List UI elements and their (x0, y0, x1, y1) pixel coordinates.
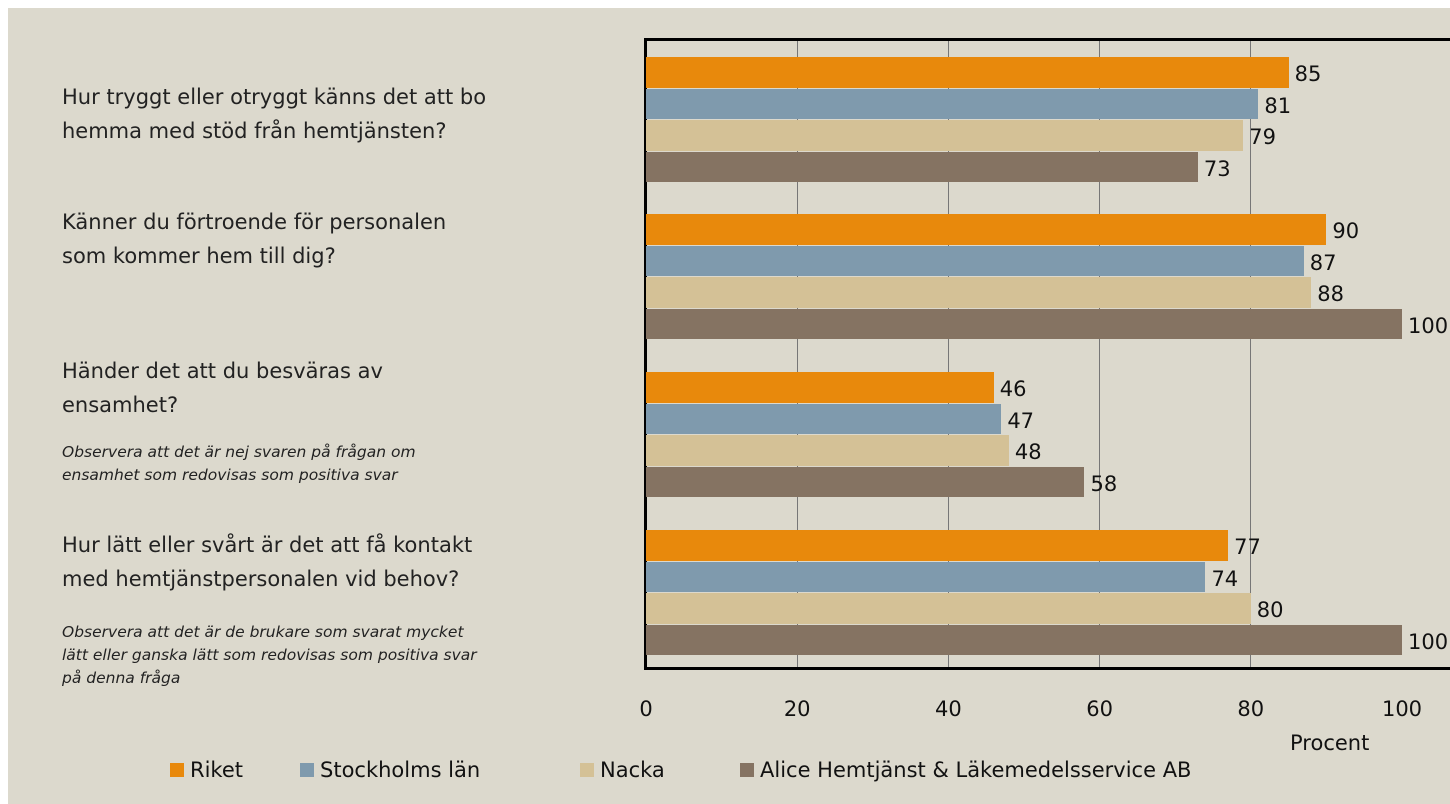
bar (646, 435, 1009, 466)
legend-swatch (170, 763, 184, 777)
legend-item: Nacka (580, 758, 665, 782)
value-label: 46 (999, 377, 1027, 402)
value-label: 80 (1256, 598, 1284, 623)
annotation: Observera att det är de brukare som svar… (62, 623, 477, 687)
legend-item: Riket (170, 758, 243, 782)
bar (646, 245, 1304, 277)
value-label: 88 (1317, 282, 1344, 307)
value-label: 90 (1332, 219, 1360, 244)
grid-line (1250, 40, 1252, 668)
value-label: 73 (1203, 157, 1231, 182)
legend-label: Riket (190, 758, 243, 782)
value-label: 100 (1408, 314, 1449, 339)
bar (646, 372, 994, 403)
bar (646, 593, 1251, 624)
grid-line (947, 40, 949, 668)
bar (646, 120, 1244, 151)
legend-label: Stockholms län (320, 758, 481, 782)
bar (646, 308, 1402, 340)
bar (646, 403, 1002, 435)
value-label: 58 (1090, 472, 1118, 497)
legend-item: Alice Hemtjänst & Läkemedelsservice AB (740, 758, 1191, 782)
x-tick-label: 80 (1237, 697, 1265, 721)
category-label: Händer det att du besväras av ensamhet? (62, 359, 383, 417)
category-label: Hur lätt eller svårt är det att få konta… (62, 533, 473, 591)
value-label: 74 (1211, 566, 1239, 591)
legend-label: Nacka (600, 758, 665, 782)
value-label: 77 (1234, 535, 1261, 560)
legend-swatch (740, 763, 754, 777)
bar (646, 624, 1402, 656)
value-label: 100 (1408, 630, 1449, 655)
x-tick-label: 100 (1381, 697, 1423, 721)
value-label: 47 (1007, 408, 1035, 433)
plot-frame (644, 38, 1450, 670)
x-tick-label: 40 (935, 697, 962, 721)
chart: Procent 0 20 40 60 80 100 Hur tryggt eller otr… (8, 8, 1450, 804)
x-tick-label: 60 (1086, 697, 1113, 721)
value-label: 79 (1249, 125, 1276, 150)
bar (646, 277, 1312, 308)
bar (646, 57, 1289, 88)
x-tick-label: 20 (783, 697, 811, 721)
annotation: Observera att det är nej svaren på fråga… (62, 443, 416, 484)
legend-item: Stockholms län (300, 758, 480, 782)
bar (646, 88, 1259, 120)
legend-swatch (580, 763, 594, 777)
bar (646, 151, 1198, 183)
legend-label: Alice Hemtjänst & Läkemedelsservice AB (760, 758, 1192, 782)
value-label: 85 (1294, 62, 1322, 87)
category-label: Känner du förtroende för personalen som … (62, 210, 447, 268)
bar (646, 466, 1085, 498)
bar (646, 530, 1229, 561)
value-label: 48 (1014, 440, 1042, 465)
grid-line (1099, 40, 1101, 668)
bar (646, 561, 1206, 593)
grid-line (796, 40, 798, 668)
x-axis-label: Procent (1290, 731, 1370, 755)
legend-swatch (300, 763, 314, 777)
bar (646, 214, 1327, 245)
category-label: Hur tryggt eller otryggt känns det att b… (62, 85, 487, 143)
value-label: 87 (1309, 250, 1337, 275)
x-tick-label: 0 (639, 697, 653, 721)
value-label: 81 (1264, 93, 1292, 118)
